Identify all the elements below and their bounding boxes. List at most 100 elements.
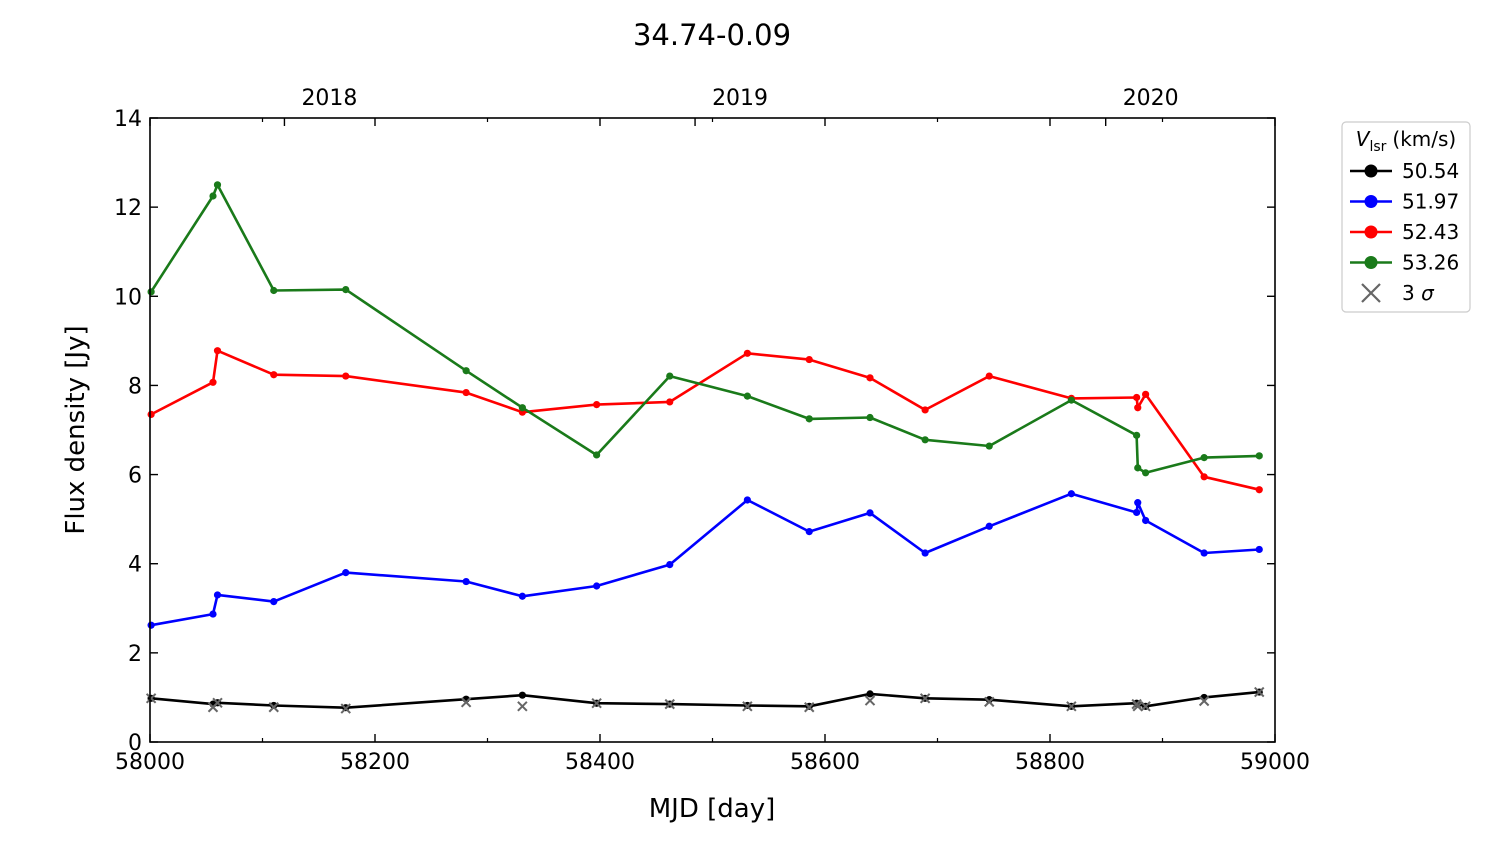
sigma-marker-stroke	[864, 695, 876, 706]
data-point	[213, 591, 222, 599]
data-point	[342, 286, 350, 294]
data-point	[985, 522, 993, 530]
series-line-53.26	[150, 183, 1260, 475]
legend-marker	[1364, 256, 1378, 269]
x-tick-label: 59000	[1240, 750, 1310, 775]
legend-title: Vlsr (km/s)	[1356, 127, 1456, 155]
data-point	[1200, 473, 1208, 481]
data-point	[518, 404, 526, 412]
x-tick-label: 58600	[790, 750, 860, 775]
data-point	[866, 374, 874, 382]
sigma-marker-stroke	[1140, 701, 1151, 712]
legend-label: 51.97	[1402, 190, 1459, 214]
y-tick-label: 8	[128, 374, 142, 399]
data-point	[147, 410, 155, 418]
x-tick-label: 58200	[340, 750, 410, 775]
x-axis-label: MJD [day]	[649, 794, 776, 824]
data-point	[462, 367, 470, 375]
data-point	[866, 690, 874, 698]
sigma-marker	[591, 698, 602, 709]
data-point	[1255, 545, 1263, 554]
data-point	[1142, 390, 1150, 398]
sigma-marker	[517, 701, 528, 712]
sigma-marker	[460, 697, 472, 708]
data-point	[805, 528, 813, 536]
data-point	[866, 509, 874, 517]
data-point	[1134, 499, 1142, 507]
sigma-symbol: σ	[1421, 281, 1435, 305]
legend-marker	[1364, 164, 1378, 178]
data-point	[593, 451, 601, 459]
data-point	[1142, 516, 1150, 525]
data-point	[1133, 508, 1141, 517]
data-point	[270, 701, 278, 710]
data-point	[743, 496, 751, 504]
sigma-marker	[1066, 701, 1077, 712]
sigma-marker-stroke	[804, 702, 815, 713]
sigma-marker-stroke	[591, 698, 602, 709]
data-point	[1134, 404, 1142, 412]
sigma-marker	[1132, 701, 1143, 712]
data-point	[805, 355, 813, 364]
sigma-marker	[145, 693, 157, 704]
sigma-marker	[984, 696, 995, 708]
series-line-50.54	[150, 690, 1260, 710]
plot-frame	[149, 117, 1276, 743]
sigma-marker-stroke	[340, 703, 351, 714]
data-point	[270, 598, 278, 606]
sigma-marker	[664, 698, 675, 710]
sigma-marker	[1140, 701, 1151, 712]
y-axis-label: Flux density [Jy]	[61, 325, 91, 534]
legend-title-v: V	[1356, 127, 1371, 151]
series-layer	[147, 181, 1263, 712]
legend-title-sub: lsr	[1369, 139, 1386, 155]
data-point	[985, 372, 993, 380]
x-tick-label: 58400	[565, 750, 635, 775]
data-point	[518, 691, 526, 699]
sigma-marker	[804, 702, 815, 713]
data-point	[518, 592, 526, 600]
sigma-marker-stroke	[664, 698, 675, 710]
data-point	[147, 621, 155, 629]
data-point	[743, 349, 751, 357]
year-tick-label: 2018	[301, 86, 357, 111]
legend-label: 52.43	[1402, 220, 1459, 244]
sigma-markers	[145, 686, 1265, 714]
sigma-marker-stroke	[1066, 701, 1077, 712]
series-line-52.43	[150, 349, 1260, 491]
legend: Vlsr (km/s) 50.54 51.97 52.43 53.26 3 σ	[1341, 121, 1471, 313]
data-point	[1133, 431, 1141, 439]
data-point	[209, 192, 217, 200]
y-tick-label: 12	[114, 196, 142, 221]
data-point	[147, 288, 155, 296]
legend-label-sigma: 3 σ	[1402, 281, 1435, 305]
data-point	[1067, 490, 1075, 498]
data-point	[1200, 549, 1208, 557]
axis-ticks: 58000 58200 58400 58600 58800 59000 0 2 4 6 8 10 12 1…	[114, 86, 1310, 775]
data-point	[462, 577, 470, 586]
sigma-marker-stroke	[1198, 695, 1210, 707]
data-point	[209, 610, 217, 618]
data-point	[666, 398, 674, 406]
data-point	[805, 415, 813, 423]
legend-marker	[1364, 195, 1378, 208]
sigma-marker	[1198, 695, 1210, 707]
sigma-marker-stroke	[1132, 701, 1143, 712]
x-tick-label: 58000	[115, 750, 185, 775]
data-point	[921, 406, 929, 414]
data-point	[1133, 393, 1141, 402]
data-point	[593, 582, 601, 590]
data-point	[209, 378, 217, 386]
y-tick-label: 4	[128, 553, 142, 578]
data-point	[213, 181, 222, 189]
legend-entries: 50.54 51.97 52.43 53.26 3 σ	[1350, 159, 1459, 305]
y-tick-label: 10	[114, 285, 142, 310]
x-tick-label: 58800	[1015, 750, 1085, 775]
y-tick-label: 2	[128, 642, 142, 667]
y-tick-label: 0	[128, 731, 142, 756]
chart-title: 34.74-0.09	[633, 18, 791, 52]
data-point	[743, 392, 751, 400]
year-tick-label: 2020	[1123, 86, 1179, 111]
series-line-51.97	[150, 492, 1260, 627]
